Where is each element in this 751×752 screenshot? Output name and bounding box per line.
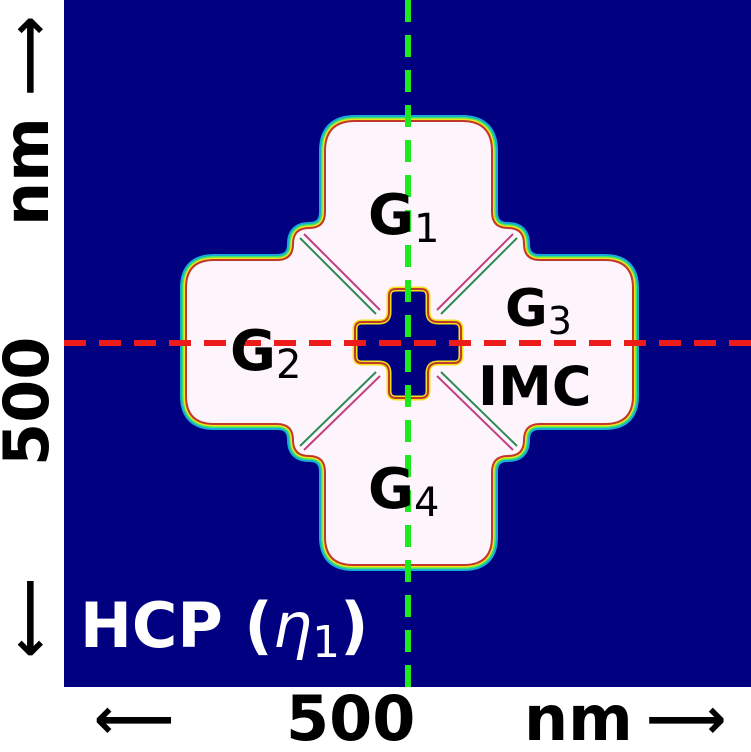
y-axis-value: 500 [0,337,63,466]
grain-label-g3: G3 [505,279,572,343]
y-axis-label: ⟵ 500 nm ⟶ [0,16,63,658]
x-axis-arrow-left: ⟵ [94,687,174,752]
y-axis-arrow-down: ⟵ [0,578,62,658]
x-axis-arrow-right: ⟶ [646,687,726,752]
grain-label-g2: G2 [230,319,301,388]
imc-label: IMC [478,355,591,418]
x-axis-unit: nm [524,682,633,752]
y-axis-unit: nm [0,117,63,226]
y-axis-arrow-up: ⟶ [0,16,62,96]
x-axis-label: ⟵ 500 nm ⟶ [94,682,726,752]
grain-boundaries [299,233,518,451]
phase-label: HCP (η1) [80,589,368,668]
central-cross [352,286,464,401]
x-axis-value: 500 [286,682,415,752]
grain-label-g1: G1 [368,183,439,252]
grain-label-g4: G4 [368,457,439,526]
